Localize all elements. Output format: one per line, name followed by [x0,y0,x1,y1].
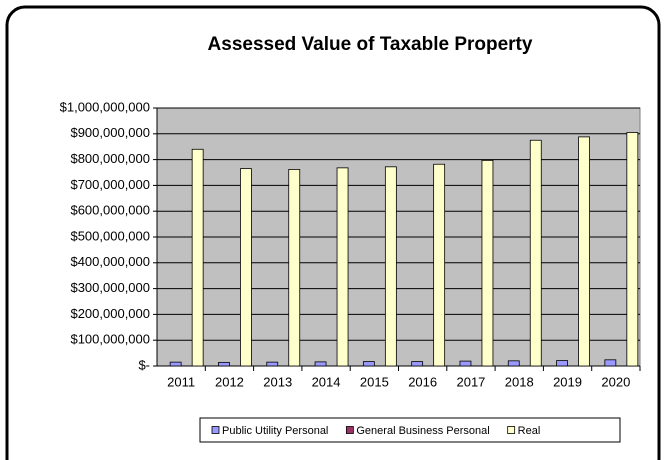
bar [626,132,639,367]
bar [578,136,590,367]
x-tick-label: 2011 [167,374,195,389]
y-tick-label: $400,000,000 [70,254,150,269]
bar [266,361,279,367]
bar [336,167,349,367]
y-tick-label: $600,000,000 [70,203,150,218]
y-tick-label: $800,000,000 [70,151,150,166]
y-tick-label: $1,000,000,000 [60,99,150,114]
bar [411,361,424,367]
bar [240,168,252,367]
x-tick-label: 2018 [505,374,534,389]
y-tick-label: $500,000,000 [70,228,150,243]
bar [556,360,568,367]
bar [384,166,397,367]
bar [191,148,204,367]
legend-swatch [211,426,220,434]
legend-label: Real [518,425,541,437]
y-tick-label: $300,000,000 [70,280,150,295]
legend-swatch [507,426,516,434]
bar [459,360,472,367]
bar [362,361,375,367]
bar [507,360,520,367]
chart-title: Assessed Value of Taxable Property [208,34,533,55]
bar [604,359,617,367]
x-tick-label: 2017 [456,374,485,389]
bar [481,159,494,367]
x-tick-label: 2020 [601,374,630,389]
bar [314,361,327,367]
y-tick-label: $100,000,000 [70,332,150,347]
y-tick-label: $700,000,000 [70,177,150,192]
bar [288,169,301,367]
x-tick-label: 2013 [263,374,292,389]
legend-label: General Business Personal [356,425,489,437]
x-tick-label: 2019 [553,374,582,389]
y-tick-label: $900,000,000 [70,125,150,140]
legend-label: Public Utility Personal [222,425,328,437]
y-tick-label: $200,000,000 [70,306,150,321]
bar [218,361,230,367]
legend-swatch [345,426,354,434]
x-tick-label: 2014 [312,374,341,389]
legend-box [199,417,621,443]
bar [169,361,182,367]
x-tick-label: 2012 [215,374,244,389]
x-tick-label: 2015 [360,374,389,389]
bar [529,139,542,367]
bar [433,163,446,367]
x-tick-label: 2016 [408,374,437,389]
y-tick-label: $- [138,357,150,372]
